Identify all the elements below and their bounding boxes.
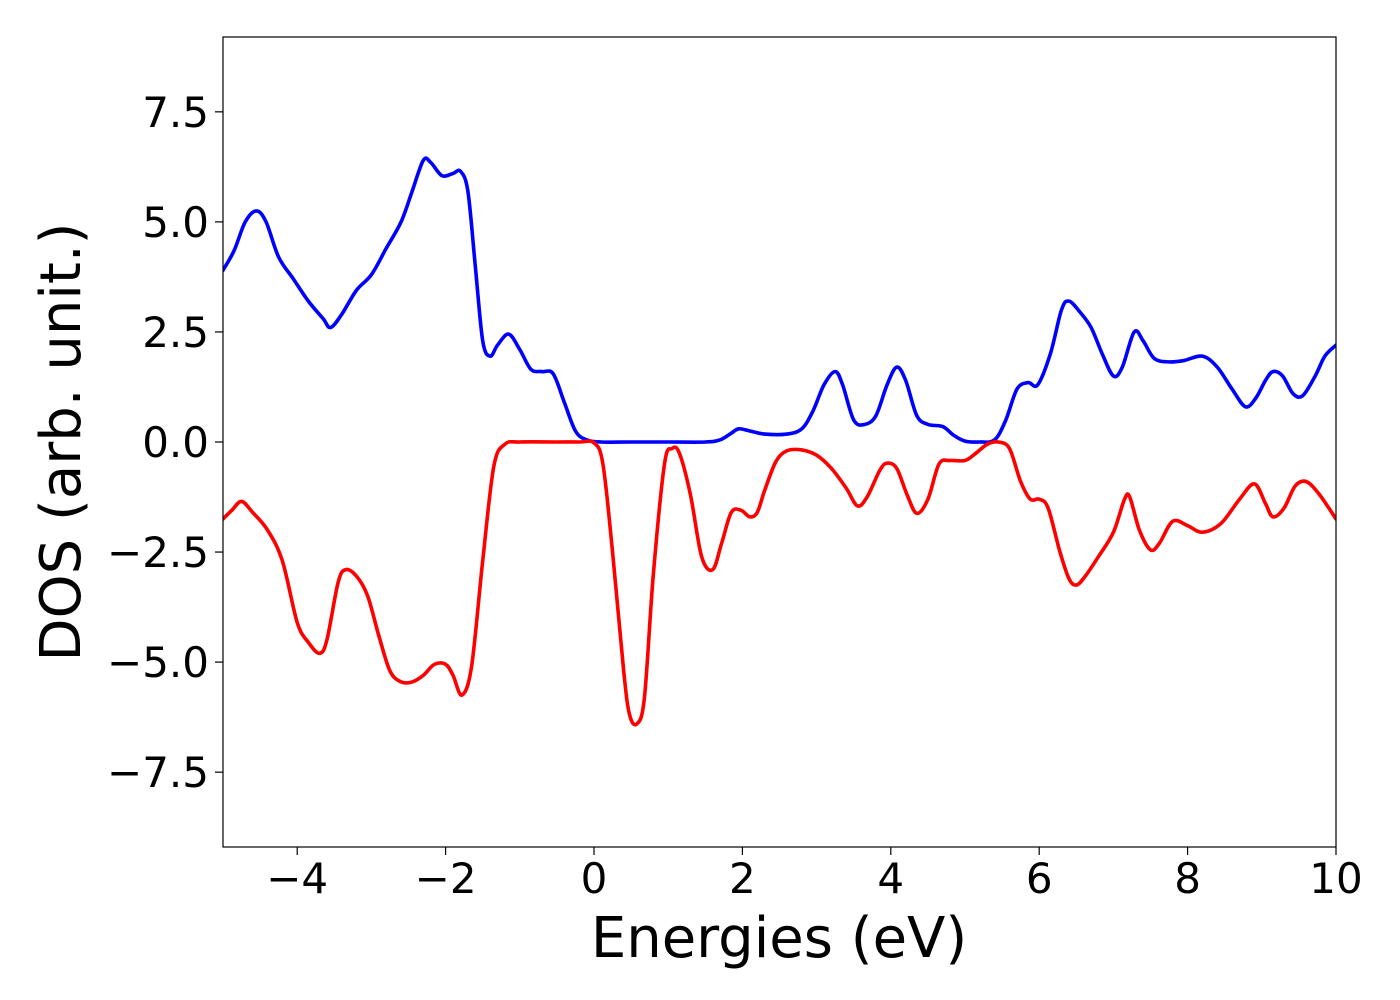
x-tick-label: 2 [729,854,756,903]
x-tick-label: 10 [1309,854,1362,903]
x-axis: −4 −2 0 2 4 6 8 10 [266,847,1363,903]
x-tick-label: 8 [1174,854,1201,903]
y-axis: 7.5 5.0 2.5 0.0 −2.5 −5.0 −7.5 [107,88,223,797]
y-tick-label: −5.0 [107,638,209,687]
x-tick-label: −2 [415,854,477,903]
x-tick-label: 0 [581,854,608,903]
x-tick-label: −4 [266,854,328,903]
series-layer [223,156,1336,727]
y-axis-label: DOS (arb. unit.) [29,222,94,661]
x-tick-label: 6 [1026,854,1053,903]
y-tick-label: 0.0 [142,418,209,467]
x-tick-label: 4 [877,854,904,903]
y-tick-label: 2.5 [142,308,209,357]
y-tick-label: 7.5 [142,88,209,137]
series-line-2 [223,439,1336,727]
y-tick-label: −7.5 [107,748,209,797]
y-tick-label: −2.5 [107,528,209,577]
series-line-1 [223,156,1336,444]
x-axis-label: Energies (eV) [591,906,967,971]
y-tick-label: 5.0 [142,198,209,247]
